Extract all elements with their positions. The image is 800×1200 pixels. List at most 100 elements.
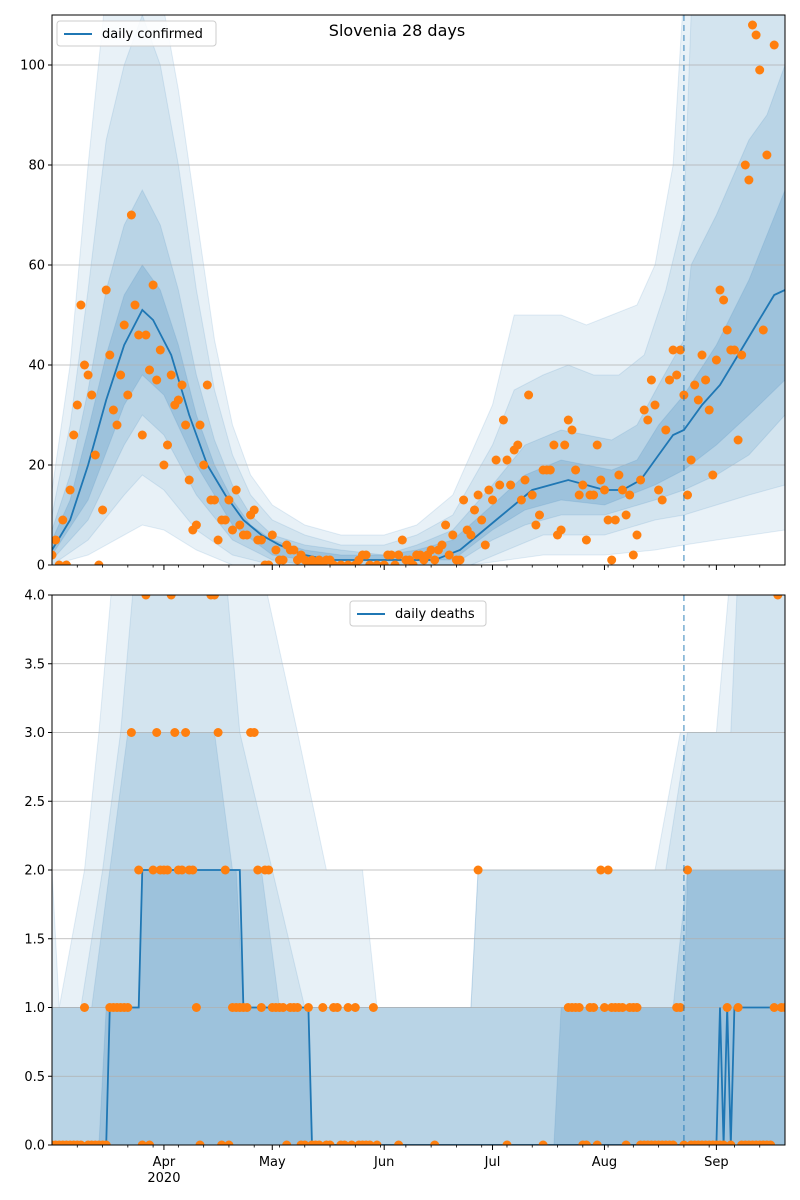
- observed-point: [466, 530, 476, 540]
- confirmed-chart-title: Slovenia 28 days: [329, 21, 465, 40]
- observed-point: [329, 560, 339, 565]
- observed-point: [177, 380, 187, 390]
- observed-point: [191, 1003, 201, 1012]
- observed-point: [155, 345, 165, 355]
- observed-point: [480, 540, 490, 550]
- observed-point: [766, 1140, 776, 1145]
- observed-point: [571, 465, 581, 475]
- observed-point: [148, 865, 158, 875]
- observed-point: [379, 560, 389, 565]
- observed-point: [163, 440, 172, 450]
- deaths-gridlines: [52, 663, 785, 1077]
- observed-point: [105, 350, 115, 360]
- observed-point: [152, 728, 162, 737]
- observed-point: [264, 560, 274, 565]
- observed-point: [123, 390, 133, 400]
- observed-point: [242, 1003, 252, 1012]
- observed-point: [397, 535, 407, 545]
- observed-point: [665, 375, 674, 385]
- observed-point: [581, 535, 591, 545]
- observed-point: [581, 1140, 591, 1145]
- observed-point: [249, 728, 259, 737]
- observed-point: [455, 555, 465, 565]
- observed-point: [719, 295, 729, 305]
- observed-point: [650, 400, 660, 410]
- observed-point: [719, 1140, 729, 1145]
- observed-point: [372, 1140, 382, 1145]
- observed-point: [390, 560, 400, 565]
- observed-point: [54, 560, 64, 565]
- fit-series-line: [52, 289, 785, 561]
- observed-point: [657, 495, 667, 505]
- observed-point: [488, 495, 497, 505]
- observed-point: [769, 40, 779, 50]
- x-tick-label: May: [259, 1155, 286, 1170]
- observed-point: [675, 1003, 685, 1012]
- observed-point: [347, 1140, 357, 1145]
- observed-point: [618, 485, 627, 495]
- observed-point: [679, 1140, 689, 1145]
- observed-point: [683, 490, 692, 500]
- observed-point: [632, 530, 642, 540]
- confirmed-fit-line: [52, 289, 785, 561]
- observed-point: [343, 560, 353, 565]
- observed-point: [202, 380, 212, 390]
- confirmed-y-axis: 0 20 40 60 80 100: [20, 59, 52, 574]
- y-tick-label: 100: [20, 59, 45, 74]
- observed-point: [600, 1003, 609, 1012]
- confirmed-axes-frame: [51, 14, 786, 566]
- uncertainty-band-0: [52, 15, 785, 565]
- observed-point: [668, 345, 678, 355]
- observed-point: [516, 495, 526, 505]
- y-tick-label: 3.5: [24, 657, 45, 672]
- observed-point: [199, 460, 209, 470]
- legend-label-deaths: daily deaths: [395, 607, 475, 622]
- observed-point: [726, 1140, 736, 1145]
- observed-point: [141, 330, 151, 340]
- observed-point: [607, 555, 617, 565]
- observed-point: [531, 520, 541, 530]
- observed-point: [524, 390, 534, 400]
- legend-box: [349, 600, 487, 627]
- observed-point: [704, 405, 714, 415]
- observed-point: [256, 535, 266, 545]
- observed-point: [72, 400, 82, 410]
- confirmed-panel: 0 20 40 60 80 100 Slovenia 28 days daily conf…: [20, 14, 786, 574]
- observed-point: [473, 490, 483, 500]
- observed-point: [343, 1003, 353, 1012]
- y-tick-label: 4.0: [24, 589, 45, 604]
- observed-point: [748, 20, 757, 30]
- observed-point: [535, 510, 544, 520]
- confirmed-observed-points: [52, 20, 779, 565]
- observed-point: [314, 1140, 324, 1145]
- y-tick-label: 40: [28, 359, 45, 374]
- observed-point: [181, 728, 191, 737]
- deaths-y-axis: 0.0 0.5 1.0 1.5 2.0 2.5 3.0 3.5 4.0: [24, 589, 52, 1154]
- observed-point: [491, 455, 501, 465]
- observed-point: [52, 550, 57, 560]
- observed-point: [130, 300, 140, 310]
- observed-point: [545, 465, 555, 475]
- observed-point: [256, 1003, 266, 1012]
- observed-point: [538, 1140, 548, 1145]
- observed-point: [646, 375, 656, 385]
- observed-point: [300, 1140, 310, 1145]
- observed-point: [76, 1140, 86, 1145]
- observed-point: [188, 865, 198, 875]
- observed-point: [614, 470, 624, 480]
- observed-point: [596, 475, 606, 485]
- observed-point: [163, 865, 172, 875]
- observed-point: [729, 345, 739, 355]
- observed-point: [166, 370, 176, 380]
- observed-point: [628, 550, 638, 560]
- observed-point: [527, 490, 537, 500]
- x-tick-label: Jun: [373, 1155, 394, 1170]
- observed-point: [108, 405, 118, 415]
- observed-point: [639, 405, 649, 415]
- observed-point: [444, 550, 454, 560]
- observed-point: [224, 1140, 234, 1145]
- observed-point: [690, 380, 700, 390]
- observed-point: [654, 485, 664, 495]
